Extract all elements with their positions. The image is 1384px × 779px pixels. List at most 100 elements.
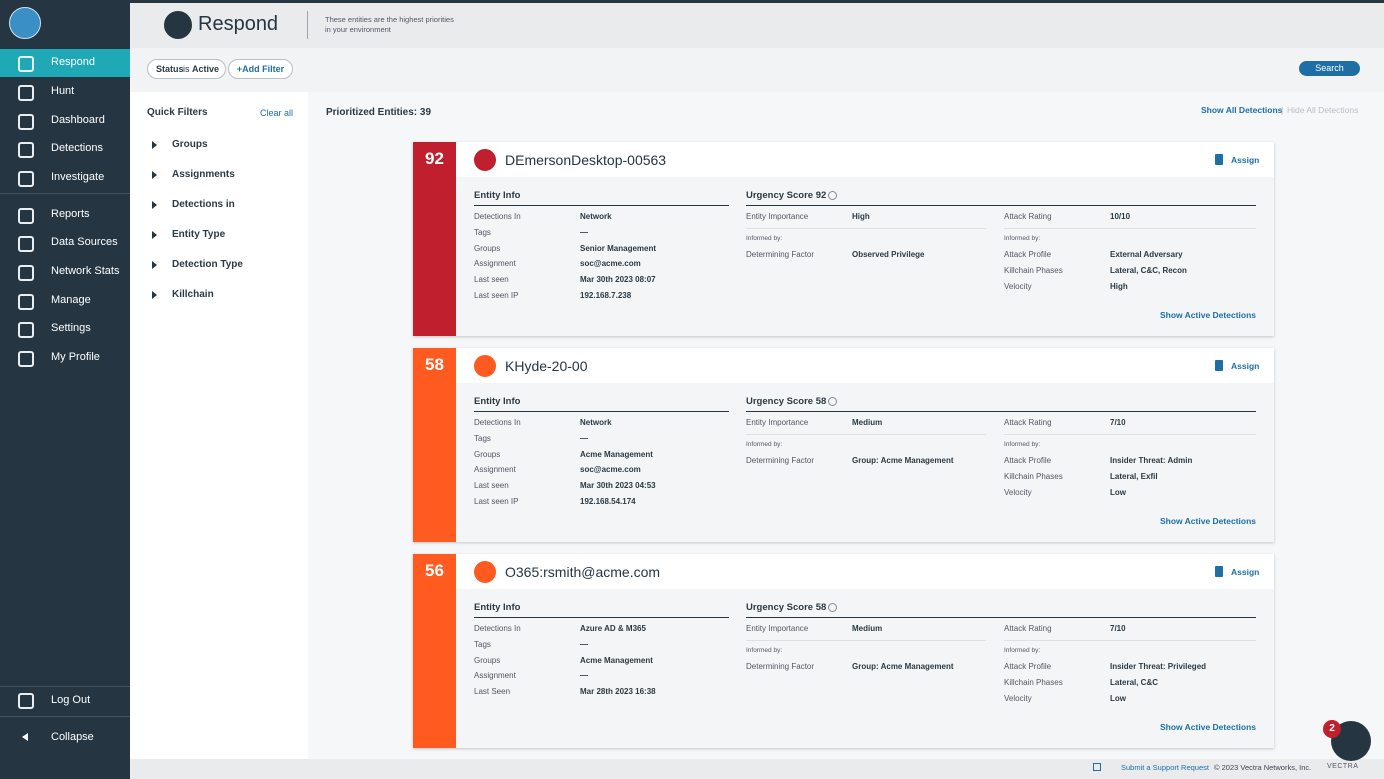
entity-icon [474,355,496,377]
info-label: Groups [474,655,501,665]
nav-item[interactable]: Network Stats [51,265,120,277]
urgency-label: Velocity [1004,282,1032,291]
quick-filter[interactable]: Assignments [172,169,235,180]
info-label: Detections In [474,212,521,221]
nav-icon [18,236,34,252]
urgency-value: Group: Acme Management [852,456,954,465]
quick-filter[interactable]: Entity Type [172,229,226,240]
header-divider [307,11,308,39]
urgency-value: High [1110,282,1128,291]
info-label: Last seen [474,481,509,491]
nav-item[interactable]: Respond [51,56,96,68]
separator: | [1281,105,1284,115]
info-label: Assignment [474,259,516,269]
nav-item[interactable]: Data Sources [51,236,118,248]
urgency-value: Medium [852,624,883,633]
quick-filter[interactable]: Detection Type [172,259,243,270]
info-value: — [580,671,588,681]
section-rule [746,411,1256,412]
section-title: Entity Info [474,190,521,201]
entity-name[interactable]: KHyde-20-00 [505,358,588,374]
top-bar [0,0,1384,3]
nav-icon [18,351,34,367]
urgency-value: External Adversary [1110,250,1183,259]
info-label: Assignment [474,671,516,681]
urgency-value: Lateral, Exfil [1110,472,1158,481]
urgency-value: Insider Threat: Privileged [1110,662,1207,671]
nav-separator [0,686,130,687]
nav-icon [18,85,34,101]
info-label: Groups [474,243,501,253]
quick-filter[interactable]: Detections in [172,199,235,210]
hide-all[interactable]: Hide All Detections [1287,105,1359,115]
nav-item[interactable]: Reports [51,208,90,220]
entity-name[interactable]: DEmersonDesktop-00563 [505,152,667,168]
nav-item[interactable]: Dashboard [51,114,105,126]
section-rule [474,617,729,618]
info-value: soc@acme.com [580,259,641,269]
info-value: Network [580,418,612,427]
assign[interactable]: Assign [1231,567,1260,577]
show-active[interactable]: Show Active Detections [1159,722,1256,732]
nav-item[interactable]: Detections [51,142,103,154]
quick-filter[interactable]: Killchain [172,289,214,300]
assign[interactable]: Assign [1231,155,1260,165]
info-label: Tags [474,433,491,443]
nav-item[interactable]: Collapse [51,731,94,743]
quick-filter[interactable]: Groups [172,139,208,150]
urgency-value: Low [1110,488,1126,497]
row-rule [1004,434,1256,435]
urgency-value: Observed Privilege [852,250,925,259]
urgency-label: Killchain Phases [1004,472,1063,481]
nav-separator [0,716,130,717]
nav-item[interactable]: Manage [51,294,91,306]
score: 58 [425,355,444,374]
nav-icon [18,294,34,310]
urgency-label: Velocity [1004,488,1032,497]
info-value: soc@acme.com [580,465,641,475]
info-label: Detections In [474,624,521,633]
info-value: Network [580,212,612,221]
info-value: Mar 30th 2023 04:53 [580,481,656,491]
show-all[interactable]: Show All Detections [1201,105,1283,115]
expand-arrow [152,201,157,209]
informed-by: Informed by: [1004,441,1041,448]
assign[interactable]: Assign [1231,361,1260,371]
clear-all[interactable]: Clear all [260,108,294,118]
show-active[interactable]: Show Active Detections [1159,516,1256,526]
nav-icon [18,208,34,224]
urgency-value: Group: Acme Management [852,662,954,671]
urgency-value: Insider Threat: Admin [1110,456,1193,465]
urgency-label: Attack Rating [1004,418,1052,427]
nav-item[interactable]: Settings [51,322,91,334]
info-value: Acme Management [580,449,653,459]
score: 56 [425,561,444,580]
urgency-label: Attack Profile [1004,250,1052,259]
quick-filters-title: Quick Filters [147,107,208,118]
info-label: Tags [474,227,491,237]
nav-item[interactable]: Hunt [51,85,75,97]
info-label: Tags [474,639,491,649]
section-rule [746,617,1256,618]
urgency-label: Attack Profile [1004,662,1052,671]
urgency-label: Attack Rating [1004,624,1052,633]
nav-item[interactable]: Investigate [51,171,105,183]
nav-item[interactable]: My Profile [51,351,100,363]
entity-name[interactable]: O365:rsmith@acme.com [505,564,661,580]
nav-item[interactable]: Log Out [51,694,91,706]
urgency-value: Lateral, C&C, Recon [1110,266,1187,275]
search-button[interactable]: Search [1299,61,1360,76]
section-title: Entity Info [474,602,521,613]
support-link[interactable]: Submit a Support Request [1121,763,1209,772]
add-filter[interactable]: +Add Filter [228,59,293,79]
info-value: — [580,639,588,649]
score-column [413,142,456,336]
nav-icon [18,114,34,130]
urgency-value: 7/10 [1110,624,1126,633]
info-value: Senior Management [580,243,657,253]
urgency-value: Lateral, C&C [1110,678,1159,687]
urgency-label: Determining Factor [746,456,815,465]
show-active[interactable]: Show Active Detections [1159,310,1256,320]
score-column [413,554,456,748]
